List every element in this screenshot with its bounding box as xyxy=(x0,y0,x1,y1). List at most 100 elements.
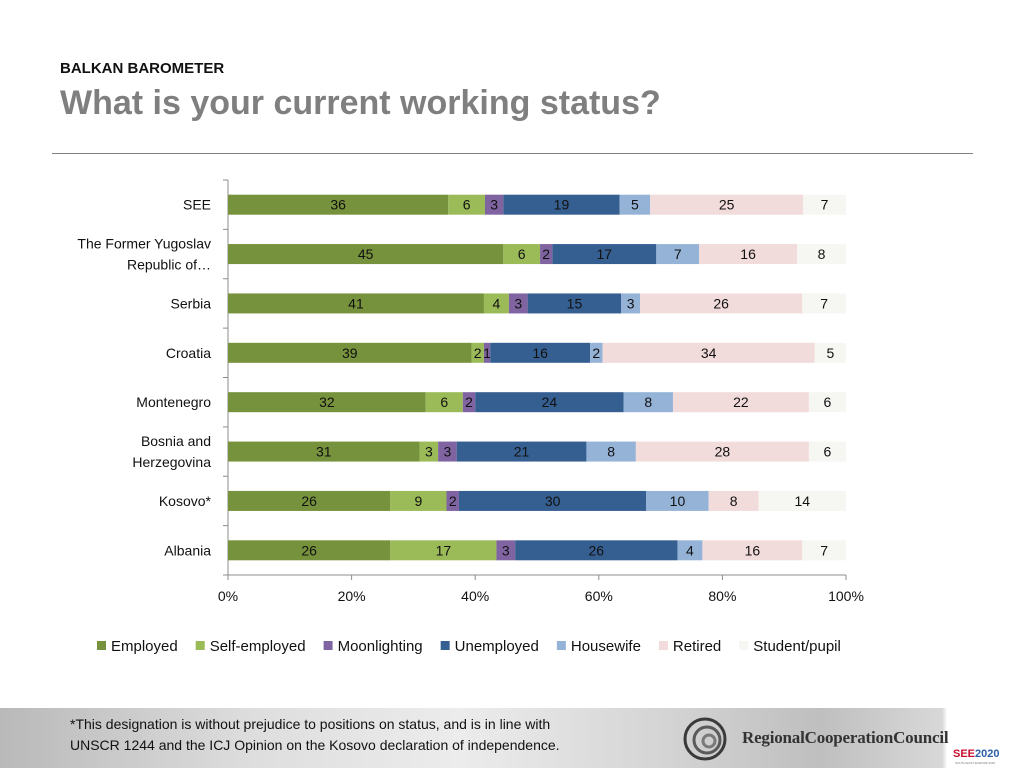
bar-segment xyxy=(814,342,846,363)
data-label: 4 xyxy=(686,542,694,558)
data-label: 7 xyxy=(820,542,828,558)
x-tick-label: 80% xyxy=(708,588,736,604)
data-label: 2 xyxy=(449,493,457,509)
legend-label: Retired xyxy=(673,638,721,655)
legend-label: Self-employed xyxy=(210,638,306,655)
bar-segment xyxy=(621,293,640,314)
data-label: 6 xyxy=(463,197,471,213)
legend-swatch xyxy=(440,641,450,650)
legend-swatch xyxy=(323,641,333,650)
bar-segment xyxy=(650,194,804,215)
bar-segment xyxy=(802,540,846,561)
data-label: 45 xyxy=(358,246,374,262)
bar-segment xyxy=(456,441,587,462)
legend-label: Student/pupil xyxy=(753,638,841,655)
data-label: 26 xyxy=(301,542,317,558)
data-label: 3 xyxy=(425,444,433,460)
bar-segment xyxy=(448,194,485,215)
category-label: Croatia xyxy=(166,345,211,361)
rcc-swirl-logo-icon xyxy=(683,717,727,761)
bar-segment xyxy=(702,540,803,561)
bar-segment xyxy=(708,490,759,511)
bar-segment xyxy=(228,244,504,265)
data-label: 32 xyxy=(319,394,335,410)
bar-segment xyxy=(446,490,459,511)
data-label: 7 xyxy=(821,197,829,213)
data-label: 3 xyxy=(514,295,522,311)
data-label: 7 xyxy=(674,246,682,262)
data-label: 16 xyxy=(532,345,548,361)
bar-segment xyxy=(527,293,622,314)
data-label: 3 xyxy=(502,542,510,558)
bar-segment xyxy=(228,342,472,363)
data-label: 3 xyxy=(627,295,635,311)
data-label: 36 xyxy=(330,197,346,213)
data-label: 6 xyxy=(440,394,448,410)
category-label: Kosovo* xyxy=(159,493,212,509)
data-label: 41 xyxy=(348,295,364,311)
data-label: 8 xyxy=(607,444,615,460)
data-label: 21 xyxy=(514,444,530,460)
bar-segment xyxy=(758,490,846,511)
data-label: 6 xyxy=(518,246,526,262)
data-label: 39 xyxy=(342,345,358,361)
bar-segment xyxy=(656,244,700,265)
bar-segment xyxy=(484,194,504,215)
legend-label: Unemployed xyxy=(455,638,539,655)
legend-swatch xyxy=(556,641,566,650)
data-label: 24 xyxy=(542,394,558,410)
bar-segment xyxy=(677,540,703,561)
bar-segment xyxy=(425,392,463,413)
category-label: Montenegro xyxy=(136,394,211,410)
see-logo-prefix: SEE xyxy=(953,748,976,760)
bar-segment xyxy=(483,293,509,314)
bar-segment xyxy=(586,441,636,462)
bar-segment xyxy=(508,293,528,314)
see2020-tagline: SOUTH EAST EUROPE 2020 xyxy=(955,761,996,765)
data-label: 7 xyxy=(820,295,828,311)
data-label: 16 xyxy=(740,246,756,262)
eyebrow-label: BALKAN BAROMETER xyxy=(60,60,225,77)
bar-segment xyxy=(672,392,809,413)
bar-segment xyxy=(540,244,553,265)
bar-segment xyxy=(640,293,803,314)
bar-segment xyxy=(635,441,809,462)
data-label: 8 xyxy=(730,493,738,509)
legend-swatch xyxy=(658,641,668,650)
legend-swatch xyxy=(195,641,205,650)
data-label: 14 xyxy=(795,493,811,509)
rcc-logo-text: RegionalCooperationCouncil xyxy=(742,728,949,747)
bar-segment xyxy=(228,540,391,561)
bar-segment xyxy=(419,441,439,462)
bar-segment xyxy=(803,194,846,215)
data-label: 26 xyxy=(713,295,729,311)
category-label: Serbia xyxy=(171,295,212,311)
bar-segment xyxy=(802,293,846,314)
data-label: 3 xyxy=(443,444,451,460)
kosovo-footnote: *This designation is without prejudice t… xyxy=(70,714,670,756)
see-logo-year: 2020 xyxy=(975,748,1000,760)
bar-segment xyxy=(228,293,484,314)
category-label: The Former Yugoslav Republic of… xyxy=(77,236,211,273)
data-label: 5 xyxy=(631,197,639,213)
bar-segment xyxy=(808,441,846,462)
bar-segment xyxy=(808,392,846,413)
legend-label: Housewife xyxy=(571,638,641,655)
data-label: 25 xyxy=(719,197,735,213)
data-label: 28 xyxy=(715,444,731,460)
bar-segment xyxy=(228,392,426,413)
bar-segment xyxy=(552,244,657,265)
bar-segment xyxy=(623,392,673,413)
footer-bar: *This designation is without prejudice t… xyxy=(0,708,1024,768)
data-label: 19 xyxy=(554,197,570,213)
bar-segment xyxy=(471,342,484,363)
see2020-logo: SEE2020 xyxy=(953,748,1000,760)
bar-segment xyxy=(228,490,391,511)
data-label: 4 xyxy=(493,295,501,311)
data-label: 9 xyxy=(414,493,422,509)
data-label: 15 xyxy=(567,295,583,311)
x-tick-label: 100% xyxy=(828,588,864,604)
bar-segment xyxy=(797,244,846,265)
legend-swatch xyxy=(739,641,749,650)
data-label: 17 xyxy=(436,542,452,558)
